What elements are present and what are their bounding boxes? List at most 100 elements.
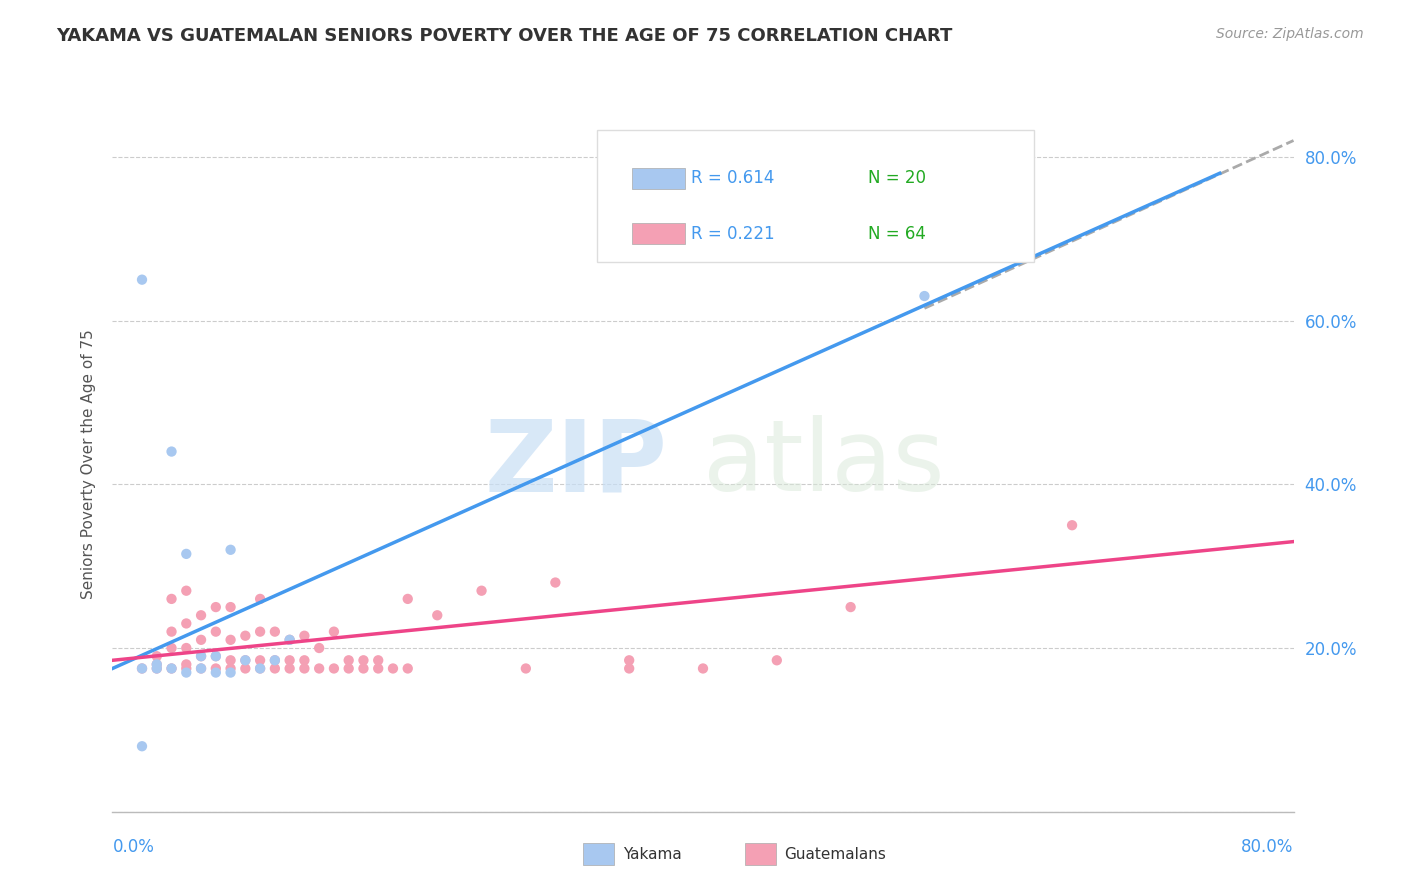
Point bbox=[382, 661, 405, 675]
Point bbox=[174, 583, 197, 598]
Point bbox=[292, 629, 315, 643]
Point bbox=[839, 600, 862, 615]
Point bbox=[190, 649, 212, 664]
Text: R = 0.614: R = 0.614 bbox=[692, 169, 775, 187]
Point bbox=[219, 600, 242, 615]
Point bbox=[233, 661, 256, 675]
Point bbox=[692, 661, 714, 675]
Point bbox=[308, 640, 330, 655]
Point bbox=[146, 661, 169, 675]
Point bbox=[323, 661, 346, 675]
Point bbox=[337, 661, 360, 675]
Point bbox=[146, 649, 169, 664]
Point bbox=[146, 661, 169, 675]
Point bbox=[233, 629, 256, 643]
Point bbox=[249, 591, 271, 606]
Point bbox=[160, 444, 183, 458]
Point bbox=[337, 653, 360, 667]
Point bbox=[174, 657, 197, 672]
Point bbox=[174, 665, 197, 680]
Point bbox=[160, 624, 183, 639]
Point bbox=[146, 657, 169, 672]
Point bbox=[367, 661, 389, 675]
Point bbox=[131, 739, 153, 754]
Point bbox=[190, 649, 212, 664]
Point bbox=[619, 661, 641, 675]
Point bbox=[249, 661, 271, 675]
Point bbox=[264, 653, 287, 667]
Point bbox=[233, 653, 256, 667]
Point bbox=[544, 575, 567, 590]
Point bbox=[264, 653, 287, 667]
Point bbox=[619, 653, 641, 667]
Text: Source: ZipAtlas.com: Source: ZipAtlas.com bbox=[1216, 27, 1364, 41]
Point bbox=[190, 661, 212, 675]
Text: ZIP: ZIP bbox=[485, 416, 668, 512]
Point bbox=[470, 583, 494, 598]
FancyBboxPatch shape bbox=[596, 130, 1033, 262]
Point bbox=[914, 289, 936, 303]
Point bbox=[205, 661, 228, 675]
Point bbox=[190, 661, 212, 675]
Point bbox=[160, 661, 183, 675]
Point bbox=[278, 653, 301, 667]
Point bbox=[219, 632, 242, 647]
Point bbox=[278, 632, 301, 647]
Point bbox=[278, 661, 301, 675]
Point bbox=[278, 632, 301, 647]
Point bbox=[264, 624, 287, 639]
Point bbox=[233, 653, 256, 667]
Point bbox=[174, 640, 197, 655]
Point bbox=[160, 640, 183, 655]
Point bbox=[146, 657, 169, 672]
FancyBboxPatch shape bbox=[633, 168, 685, 189]
Point bbox=[292, 653, 315, 667]
Text: R = 0.221: R = 0.221 bbox=[692, 225, 775, 243]
FancyBboxPatch shape bbox=[633, 223, 685, 244]
Point bbox=[308, 661, 330, 675]
Point bbox=[174, 547, 197, 561]
Point bbox=[249, 653, 271, 667]
Point bbox=[219, 653, 242, 667]
Point bbox=[190, 608, 212, 623]
Point bbox=[205, 649, 228, 664]
Text: Guatemalans: Guatemalans bbox=[785, 847, 886, 862]
Point bbox=[249, 661, 271, 675]
Point bbox=[131, 661, 153, 675]
Point bbox=[352, 653, 374, 667]
Point bbox=[396, 591, 419, 606]
Point bbox=[174, 616, 197, 631]
Point bbox=[292, 661, 315, 675]
Point bbox=[205, 649, 228, 664]
Point bbox=[219, 542, 242, 557]
Point bbox=[205, 665, 228, 680]
Point bbox=[205, 624, 228, 639]
Point bbox=[426, 608, 449, 623]
Point bbox=[160, 661, 183, 675]
Text: atlas: atlas bbox=[703, 416, 945, 512]
Point bbox=[1062, 518, 1084, 533]
Text: 80.0%: 80.0% bbox=[1241, 838, 1294, 856]
Text: Yakama: Yakama bbox=[623, 847, 682, 862]
Point bbox=[766, 653, 789, 667]
Point bbox=[352, 661, 374, 675]
Point bbox=[219, 665, 242, 680]
Point bbox=[367, 653, 389, 667]
Point bbox=[131, 273, 153, 287]
Point bbox=[205, 600, 228, 615]
Text: 0.0%: 0.0% bbox=[112, 838, 155, 856]
Point bbox=[396, 661, 419, 675]
Text: N = 64: N = 64 bbox=[869, 225, 927, 243]
Point bbox=[323, 624, 346, 639]
Point bbox=[249, 624, 271, 639]
Text: YAKAMA VS GUATEMALAN SENIORS POVERTY OVER THE AGE OF 75 CORRELATION CHART: YAKAMA VS GUATEMALAN SENIORS POVERTY OVE… bbox=[56, 27, 953, 45]
Point bbox=[190, 632, 212, 647]
Point bbox=[219, 661, 242, 675]
Text: N = 20: N = 20 bbox=[869, 169, 927, 187]
Point bbox=[174, 661, 197, 675]
Point bbox=[264, 661, 287, 675]
Point bbox=[160, 591, 183, 606]
Point bbox=[515, 661, 537, 675]
Y-axis label: Seniors Poverty Over the Age of 75: Seniors Poverty Over the Age of 75 bbox=[80, 329, 96, 599]
Point bbox=[131, 661, 153, 675]
